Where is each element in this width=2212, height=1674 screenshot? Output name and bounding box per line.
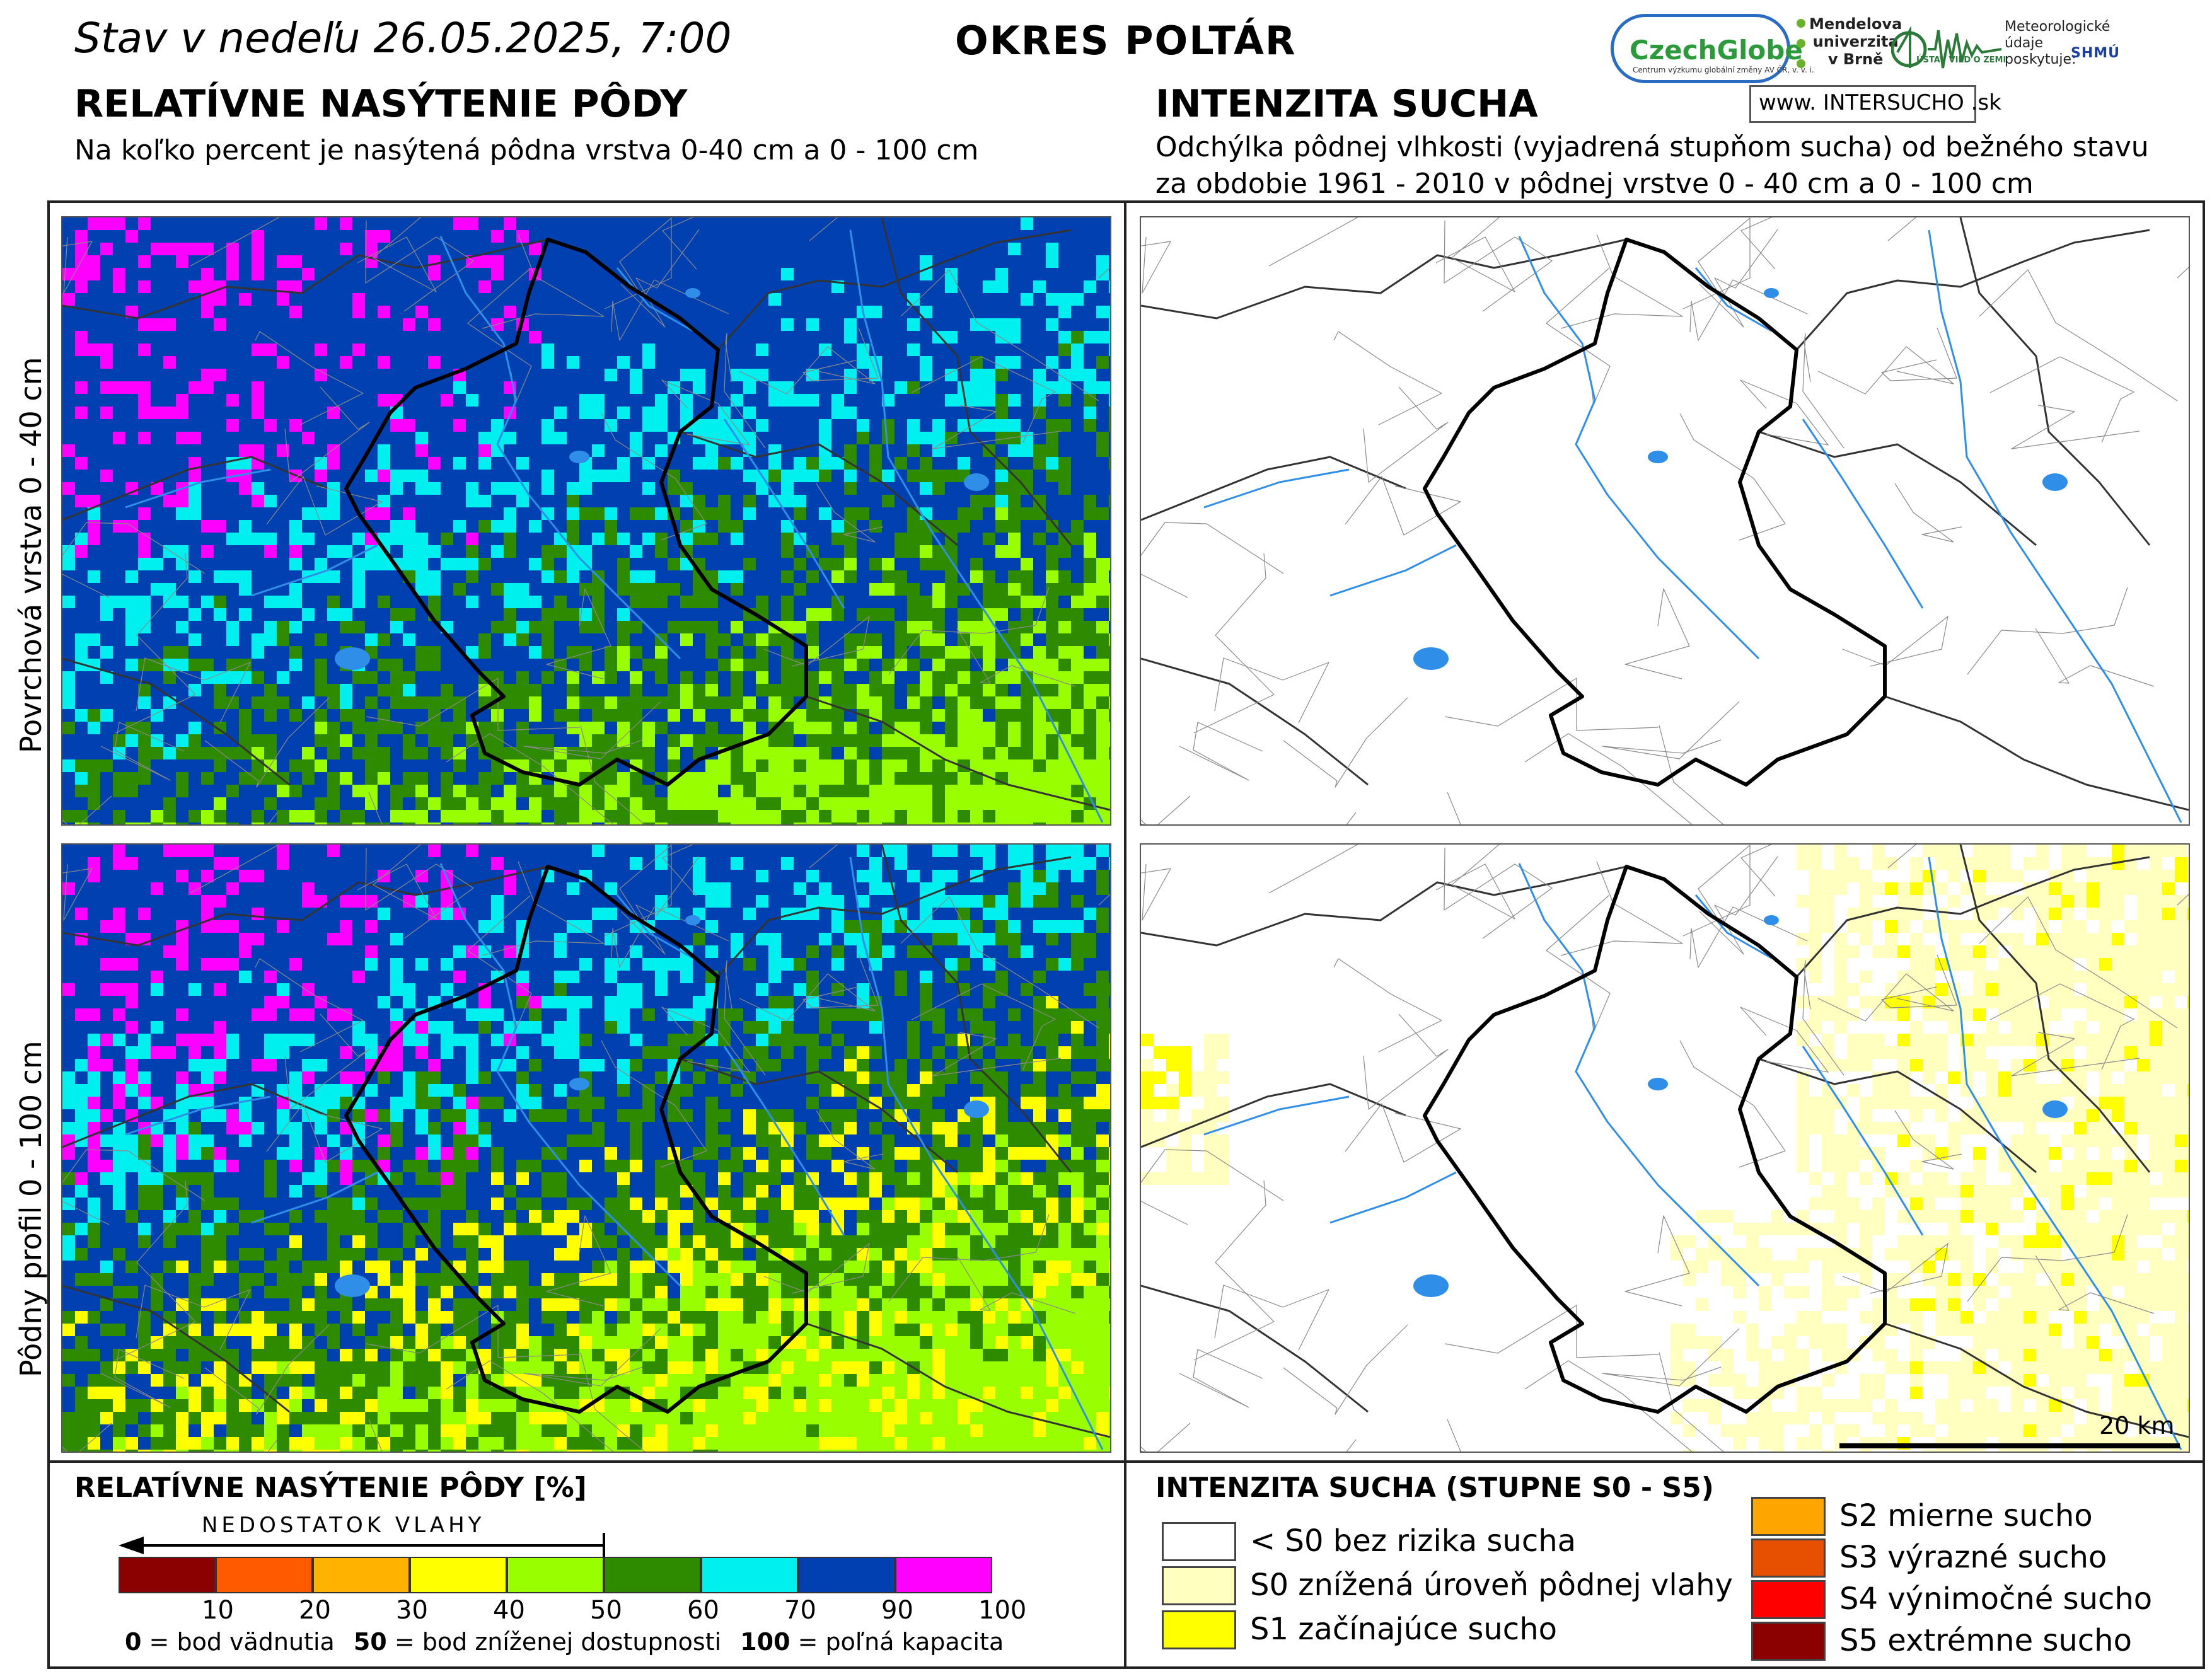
scale-bin (507, 1557, 604, 1593)
scale-bin (216, 1557, 313, 1593)
met-provider-label: Meteorologické údaje poskytuje: (2005, 19, 2110, 68)
met-provider-line: údaje (2005, 35, 2044, 51)
met-provider-line: poskytuje: (2005, 52, 2076, 67)
drought-category-label: S5 extrémne sucho (1839, 1623, 2132, 1658)
saturation-raster (62, 845, 1110, 1452)
saturation-tick-labels: 10 20 30 40 50 60 70 90 100 (119, 1595, 1026, 1626)
drought-swatch (1751, 1497, 1826, 1536)
scale-bin (604, 1557, 701, 1593)
rivers (1203, 857, 2182, 1450)
map-saturation-topsoil (61, 216, 1111, 826)
scale-bin (701, 1557, 798, 1593)
scale-tick-label: 40 (493, 1596, 525, 1625)
saturation-topsoil-svg (62, 217, 1110, 824)
rivers (1203, 229, 2182, 823)
saturation-color-scale (119, 1557, 1026, 1593)
district-outline (1423, 865, 1887, 1414)
scale-tick-label: 60 (687, 1596, 719, 1625)
admin-boundaries (1141, 845, 2189, 1452)
note-field-capacity: 100 = poľná kapacita (740, 1628, 1004, 1656)
admin-boundaries (62, 845, 1110, 1452)
note-wilting-point: 0 = bod vädnutia (125, 1628, 335, 1656)
mendel-logo-line: Mendelova (1809, 15, 1902, 33)
saturation-legend-title: RELATÍVNE NASÝTENIE PÔDY [%] (74, 1472, 587, 1504)
scale-bin (895, 1557, 992, 1593)
admin-boundaries (62, 217, 1110, 824)
drought-legend-title: INTENZITA SUCHA (STUPNE S0 - S5) (1155, 1472, 1714, 1504)
scale-bin (410, 1557, 507, 1593)
scale-tick-label: 10 (202, 1596, 234, 1625)
scale-tick-label: 50 (590, 1596, 622, 1625)
drought-category-label: < S0 bez rizika sucha (1250, 1523, 1577, 1559)
intersucho-logo-text: www. INTERSUCHO .sk (1759, 90, 2001, 115)
drought-category-label: S1 začínajúce sucho (1250, 1612, 1557, 1647)
saturation-raster (62, 217, 1110, 824)
rivers (125, 857, 1104, 1450)
scale-bin (119, 1557, 216, 1593)
saturation-section-title: RELATÍVNE NASÝTENIE PÔDY (74, 82, 688, 126)
scale-tick-label: 90 (881, 1596, 913, 1625)
region-title: OKRES POLTÁR (955, 18, 1297, 64)
uvz-logo-icon (1891, 25, 2002, 69)
scale-bin (313, 1557, 410, 1593)
frame-vertical-divider (1124, 200, 1126, 1669)
drought-swatch (1751, 1538, 1826, 1578)
drought-swatch (1751, 1580, 1826, 1619)
saturation-notes: 0 = bod vädnutia 50 = bod zníženej dostu… (125, 1628, 1004, 1656)
mendel-logo: Mendelova univerzita v Brně (1809, 15, 1902, 68)
district-outline (344, 238, 808, 787)
district-outline (344, 865, 808, 1414)
deficit-arrow-icon (119, 1533, 605, 1558)
map-drought-topsoil (1140, 216, 2190, 826)
czechglobe-logo (1611, 14, 1790, 83)
uvz-logo-text: ÚSTAV VIED O ZEMI (1916, 55, 2006, 65)
mendel-logo-line: univerzita (1812, 33, 1899, 50)
drought-profile-svg (1141, 845, 2189, 1452)
drought-section-subtitle-1: Odchýlka pôdnej vlhkosti (vyjadrená stup… (1155, 131, 2149, 163)
saturation-section-subtitle: Na koľko percent je nasýtená pôdna vrstv… (74, 134, 979, 166)
czechglobe-logo-subtext: Centrum výzkumu globální změny AV ČR, v.… (1633, 66, 1814, 74)
note-reduced-availability: 50 = bod zníženej dostupnosti (353, 1628, 722, 1656)
deficit-arrow-label: NEDOSTATOK VLAHY (202, 1513, 485, 1538)
scale-bin (798, 1557, 895, 1593)
scalebar-label: 20 km (2099, 1412, 2175, 1440)
frame-legend-divider (47, 1460, 2205, 1463)
czechglobe-logo-text: CzechGlobe (1630, 35, 1803, 66)
intersucho-logo (1749, 85, 1976, 123)
mendel-dot-icon (1797, 19, 1805, 28)
drought-swatch (1162, 1610, 1236, 1649)
scale-tick-label: 30 (396, 1596, 428, 1625)
drought-swatch (1751, 1622, 1826, 1661)
drought-category-label: S3 výrazné sucho (1839, 1540, 2107, 1575)
row-label-top: Povrchová vrstva 0 - 40 cm (14, 357, 48, 753)
shmu-logo: SHMÚ (2071, 45, 2121, 61)
rivers (125, 229, 1104, 823)
met-provider-line: Meteorologické (2005, 19, 2111, 35)
map-drought-profile (1140, 843, 2190, 1453)
drought-category-label: S0 znížená úroveň pôdnej vlahy (1250, 1567, 1733, 1603)
date-stamp: Stav v nedeľu 26.05.2025, 7:00 (74, 14, 732, 62)
drought-category-label: S4 výnimočné sucho (1839, 1581, 2153, 1617)
scale-tick-label: 70 (784, 1596, 816, 1625)
saturation-profile-svg (62, 845, 1110, 1452)
mendel-logo-line: v Brně (1827, 50, 1884, 68)
drought-category-label: S2 mierne sucho (1839, 1498, 2093, 1533)
row-label-bottom: Pôdny profil 0 - 100 cm (14, 1041, 48, 1377)
drought-section-title: INTENZITA SUCHA (1155, 82, 1538, 126)
scale-tick-label: 20 (299, 1596, 331, 1625)
drought-section-subtitle-2: za obdobie 1961 - 2010 v pôdnej vrstve 0… (1155, 168, 2034, 200)
district-outline (1423, 238, 1887, 787)
map-saturation-profile (61, 843, 1111, 1453)
admin-boundaries (1141, 217, 2189, 824)
scale-tick-label: 100 (978, 1596, 1027, 1625)
drought-raster (1141, 845, 2189, 1452)
mendel-dot-icon (1797, 39, 1805, 48)
mendel-dot-icon (1797, 59, 1805, 68)
drought-swatch (1162, 1566, 1236, 1605)
scalebar (1839, 1443, 2180, 1448)
drought-topsoil-svg (1141, 217, 2189, 824)
drought-legend: < S0 bez rizika sucha S0 znížená úroveň p… (1162, 1497, 2183, 1670)
drought-swatch (1162, 1522, 1236, 1561)
